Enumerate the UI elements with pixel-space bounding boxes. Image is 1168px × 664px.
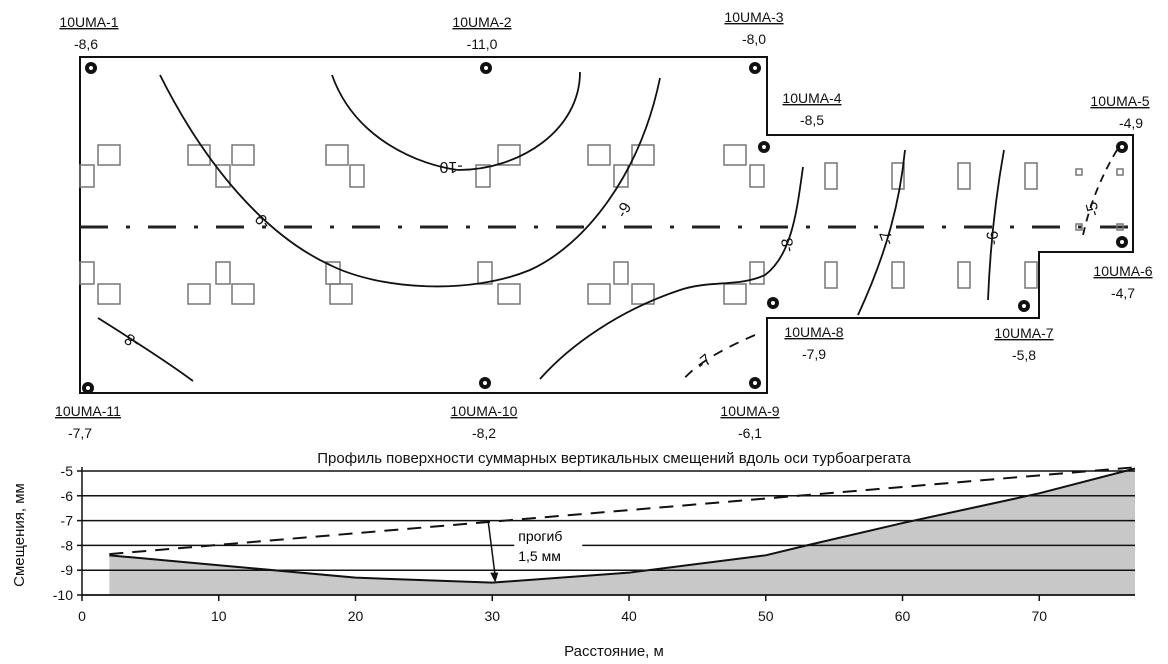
benchmark-name: 10UMA-7 bbox=[994, 325, 1053, 341]
y-tick-label: -9 bbox=[61, 562, 74, 578]
contour-label: -8 bbox=[779, 236, 798, 253]
chart-title: Профиль поверхности суммарных вертикальн… bbox=[317, 450, 911, 467]
contour-label: -9 bbox=[614, 200, 636, 221]
equipment-footprints bbox=[79, 144, 1124, 305]
benchmark-name: 10UMA-3 bbox=[724, 9, 783, 25]
contour-label: -8 bbox=[122, 329, 143, 351]
contour-label: -10 bbox=[439, 158, 462, 175]
contour-label: -6 bbox=[984, 230, 1002, 246]
x-tick-label: 10 bbox=[211, 608, 227, 624]
benchmark-marker bbox=[1116, 236, 1128, 248]
benchmark-labels: 10UMA-1 -8,6 10UMA-2 -11,0 10UMA-3 -8,0 … bbox=[55, 9, 1153, 441]
benchmark-name: 10UMA-6 bbox=[1093, 263, 1152, 279]
benchmark-name: 10UMA-11 bbox=[55, 403, 121, 419]
benchmark-value: -7,7 bbox=[68, 425, 92, 441]
benchmark-marker bbox=[1116, 141, 1128, 153]
benchmark-value: -8,0 bbox=[742, 31, 766, 47]
benchmark-name: 10UMA-8 bbox=[784, 324, 843, 340]
deflection-arrow-shaft bbox=[487, 521, 497, 577]
benchmark-value: -7,9 bbox=[802, 346, 826, 362]
benchmark-name: 10UMA-1 bbox=[59, 14, 118, 30]
foundation-outline bbox=[79, 56, 1134, 394]
deflection-arrow-head bbox=[490, 572, 499, 583]
benchmark-value: -11,0 bbox=[467, 36, 498, 52]
benchmark-value: -4,7 bbox=[1111, 285, 1135, 301]
contour-minus-6 bbox=[987, 149, 1005, 301]
benchmark-marker bbox=[85, 62, 97, 74]
benchmark-name: 10UMA-5 bbox=[1090, 93, 1149, 109]
benchmark-value: -4,9 bbox=[1119, 115, 1143, 131]
benchmark-markers bbox=[82, 62, 1128, 394]
y-axis-label: Смещения, мм bbox=[11, 483, 28, 587]
deflection-label-line2: 1,5 мм bbox=[518, 548, 561, 564]
profile-fill-area bbox=[109, 468, 1136, 595]
benchmark-marker bbox=[749, 377, 761, 389]
benchmark-value: -8,6 bbox=[74, 36, 98, 52]
plan-view: -10 -9 -9 -8 -8 -7 -7 -6 -5 10UMA-1 bbox=[55, 9, 1153, 441]
contour-labels: -10 -9 -9 -8 -8 -7 -7 -6 -5 bbox=[122, 158, 1104, 373]
benchmark-marker bbox=[758, 141, 770, 153]
contour-label: -5 bbox=[1083, 200, 1103, 218]
contour-label: -9 bbox=[252, 210, 274, 231]
contour-minus-5 bbox=[1081, 149, 1118, 241]
x-tick-label: 70 bbox=[1031, 608, 1047, 624]
chart-axes: -5 -6 -7 -8 -9 -10 0 10 20 30 40 50 60 70 bbox=[53, 463, 1135, 624]
contour-lines bbox=[97, 71, 1118, 382]
chart-plot-area: прогиб 1,5 мм bbox=[82, 466, 1136, 596]
y-tick-label: -5 bbox=[61, 463, 74, 479]
x-tick-label: 0 bbox=[78, 608, 86, 624]
contour-minus-10 bbox=[331, 71, 581, 171]
y-tick-label: -10 bbox=[53, 587, 73, 603]
benchmark-marker bbox=[82, 382, 94, 394]
benchmark-name: 10UMA-4 bbox=[782, 90, 841, 106]
x-tick-label: 20 bbox=[348, 608, 364, 624]
dashed-chord-line bbox=[109, 466, 1136, 556]
contour-minus-8-left bbox=[97, 317, 194, 382]
y-tick-label: -7 bbox=[61, 513, 74, 529]
y-tick-label: -6 bbox=[61, 488, 74, 504]
profile-chart: Профиль поверхности суммарных вертикальн… bbox=[11, 450, 1136, 660]
x-axis-label: Расстояние, м bbox=[564, 643, 664, 660]
contour-minus-7-right bbox=[857, 149, 906, 316]
benchmark-name: 10UMA-10 bbox=[451, 403, 518, 419]
y-tick-label: -8 bbox=[61, 537, 74, 553]
benchmark-marker bbox=[749, 62, 761, 74]
contour-minus-9 bbox=[159, 74, 661, 288]
benchmark-marker bbox=[1018, 300, 1030, 312]
benchmark-name: 10UMA-2 bbox=[452, 14, 511, 30]
benchmark-value: -8,5 bbox=[800, 112, 824, 128]
benchmark-marker bbox=[767, 297, 779, 309]
benchmark-value: -5,8 bbox=[1012, 347, 1036, 363]
benchmark-name: 10UMA-9 bbox=[720, 403, 779, 419]
benchmark-marker bbox=[480, 62, 492, 74]
x-tick-label: 50 bbox=[758, 608, 774, 624]
benchmark-value: -6,1 bbox=[738, 425, 762, 441]
benchmark-marker bbox=[479, 377, 491, 389]
annotation-background bbox=[514, 525, 583, 569]
contour-minus-8-right bbox=[539, 166, 804, 380]
x-tick-label: 30 bbox=[484, 608, 500, 624]
deflection-label-line1: прогиб bbox=[518, 528, 562, 544]
x-tick-label: 60 bbox=[895, 608, 911, 624]
contour-label: -7 bbox=[693, 351, 715, 373]
contour-minus-7-left bbox=[681, 334, 756, 382]
contour-label: -7 bbox=[877, 228, 898, 247]
benchmark-value: -8,2 bbox=[472, 425, 496, 441]
profile-line bbox=[109, 467, 1136, 584]
x-tick-label: 40 bbox=[621, 608, 637, 624]
